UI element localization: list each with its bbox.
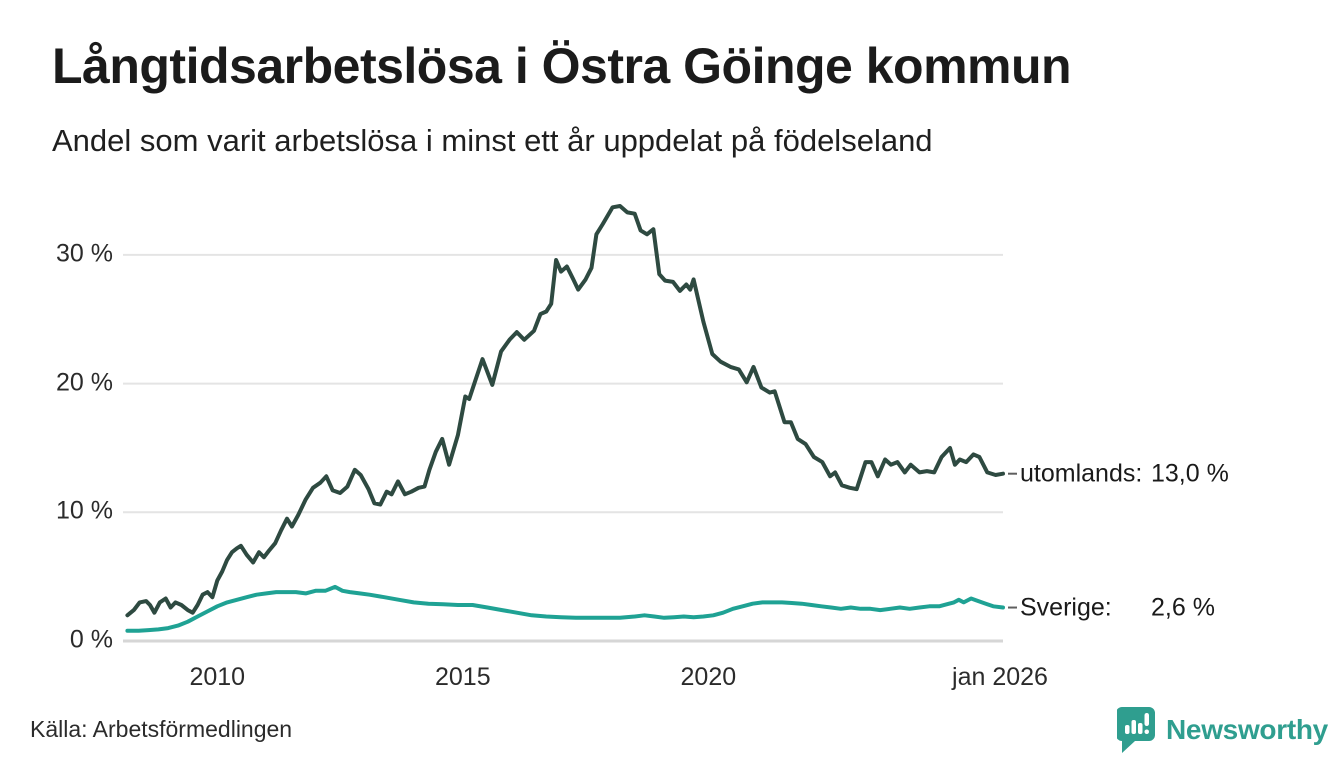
series-name-utomlands: utomlands: bbox=[1020, 459, 1143, 488]
newsworthy-bubble-icon bbox=[1117, 707, 1155, 753]
x-tick-label: 2020 bbox=[680, 663, 737, 691]
brand-logo: Newsworthy bbox=[1117, 704, 1328, 756]
series-line-Sverige bbox=[125, 584, 1005, 633]
y-tick-label: 0 % bbox=[69, 625, 113, 654]
x-tick-label: jan 2026 bbox=[952, 663, 1048, 691]
series-end-label-utomlands: utomlands: 13,0 % bbox=[1020, 459, 1229, 488]
page-title: Långtidsarbetslösa i Östra Göinge kommun bbox=[52, 38, 1072, 94]
y-tick-label: 20 % bbox=[56, 367, 113, 396]
page-subtitle: Andel som varit arbetslösa i minst ett å… bbox=[52, 123, 933, 158]
series-line-utomlands bbox=[125, 204, 1005, 618]
series-value-utomlands: 13,0 % bbox=[1151, 459, 1229, 488]
series-name-sverige: Sverige: bbox=[1020, 593, 1112, 622]
x-tick-label: 2015 bbox=[435, 663, 491, 691]
brand-name: Newsworthy bbox=[1166, 714, 1328, 745]
source-note: Källa: Arbetsförmedlingen bbox=[30, 716, 293, 742]
y-tick-label: 30 % bbox=[56, 239, 113, 268]
series-end-label-sverige: Sverige: 2,6 % bbox=[1020, 593, 1215, 622]
x-tick-label: 2010 bbox=[189, 663, 246, 691]
y-tick-label: 10 % bbox=[56, 496, 113, 525]
series-value-sverige: 2,6 % bbox=[1151, 593, 1215, 622]
